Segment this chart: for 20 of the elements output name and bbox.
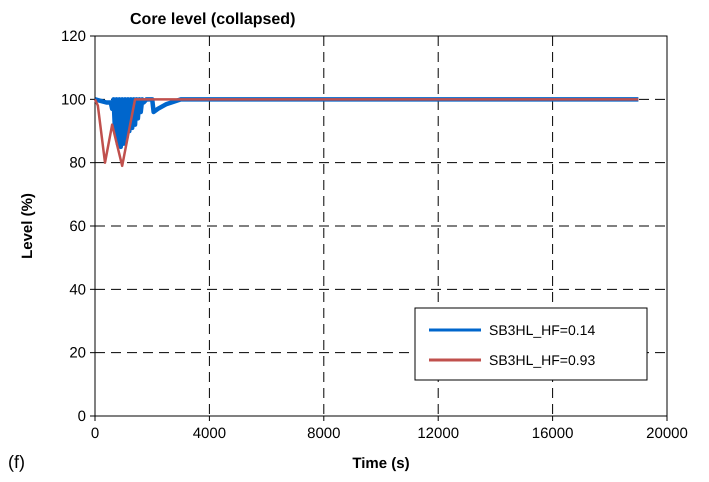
y-tick-label: 0	[78, 408, 86, 425]
x-tick-label: 12000	[417, 425, 460, 442]
y-tick-label: 20	[69, 344, 86, 362]
chart-title: Core level (collapsed)	[130, 11, 296, 28]
line-series	[94, 98, 640, 168]
y-tick-label: 120	[60, 28, 86, 45]
x-tick-label: 4000	[192, 425, 226, 442]
x-tick-label: 16000	[532, 425, 574, 442]
y-axis-title: Level (%)	[19, 193, 36, 259]
x-tick-label: 20000	[646, 425, 688, 442]
y-tick-label: 100	[60, 91, 86, 108]
y-tick-label: 60	[69, 218, 86, 235]
x-tick-label: 8000	[307, 425, 340, 442]
x-tick-label: 0	[90, 425, 100, 442]
legend-label: SB3HL_HF=0.14	[489, 322, 596, 338]
y-tick-label: 80	[69, 154, 86, 172]
x-axis-title: Time (s)	[352, 455, 410, 472]
legend-label: SB3HL_HF=0.93	[489, 352, 596, 368]
text: (f)	[8, 452, 25, 472]
y-tick-label: 40	[69, 281, 86, 298]
